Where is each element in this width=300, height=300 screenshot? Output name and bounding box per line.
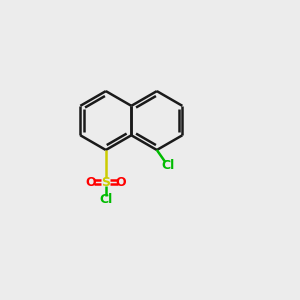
- Text: Cl: Cl: [161, 159, 175, 172]
- Text: S: S: [101, 176, 110, 189]
- Text: O: O: [116, 176, 127, 189]
- Text: O: O: [85, 176, 96, 189]
- Text: Cl: Cl: [99, 193, 112, 206]
